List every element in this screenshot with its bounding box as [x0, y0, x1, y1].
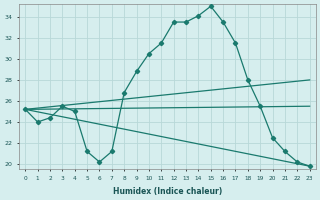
X-axis label: Humidex (Indice chaleur): Humidex (Indice chaleur) — [113, 187, 222, 196]
